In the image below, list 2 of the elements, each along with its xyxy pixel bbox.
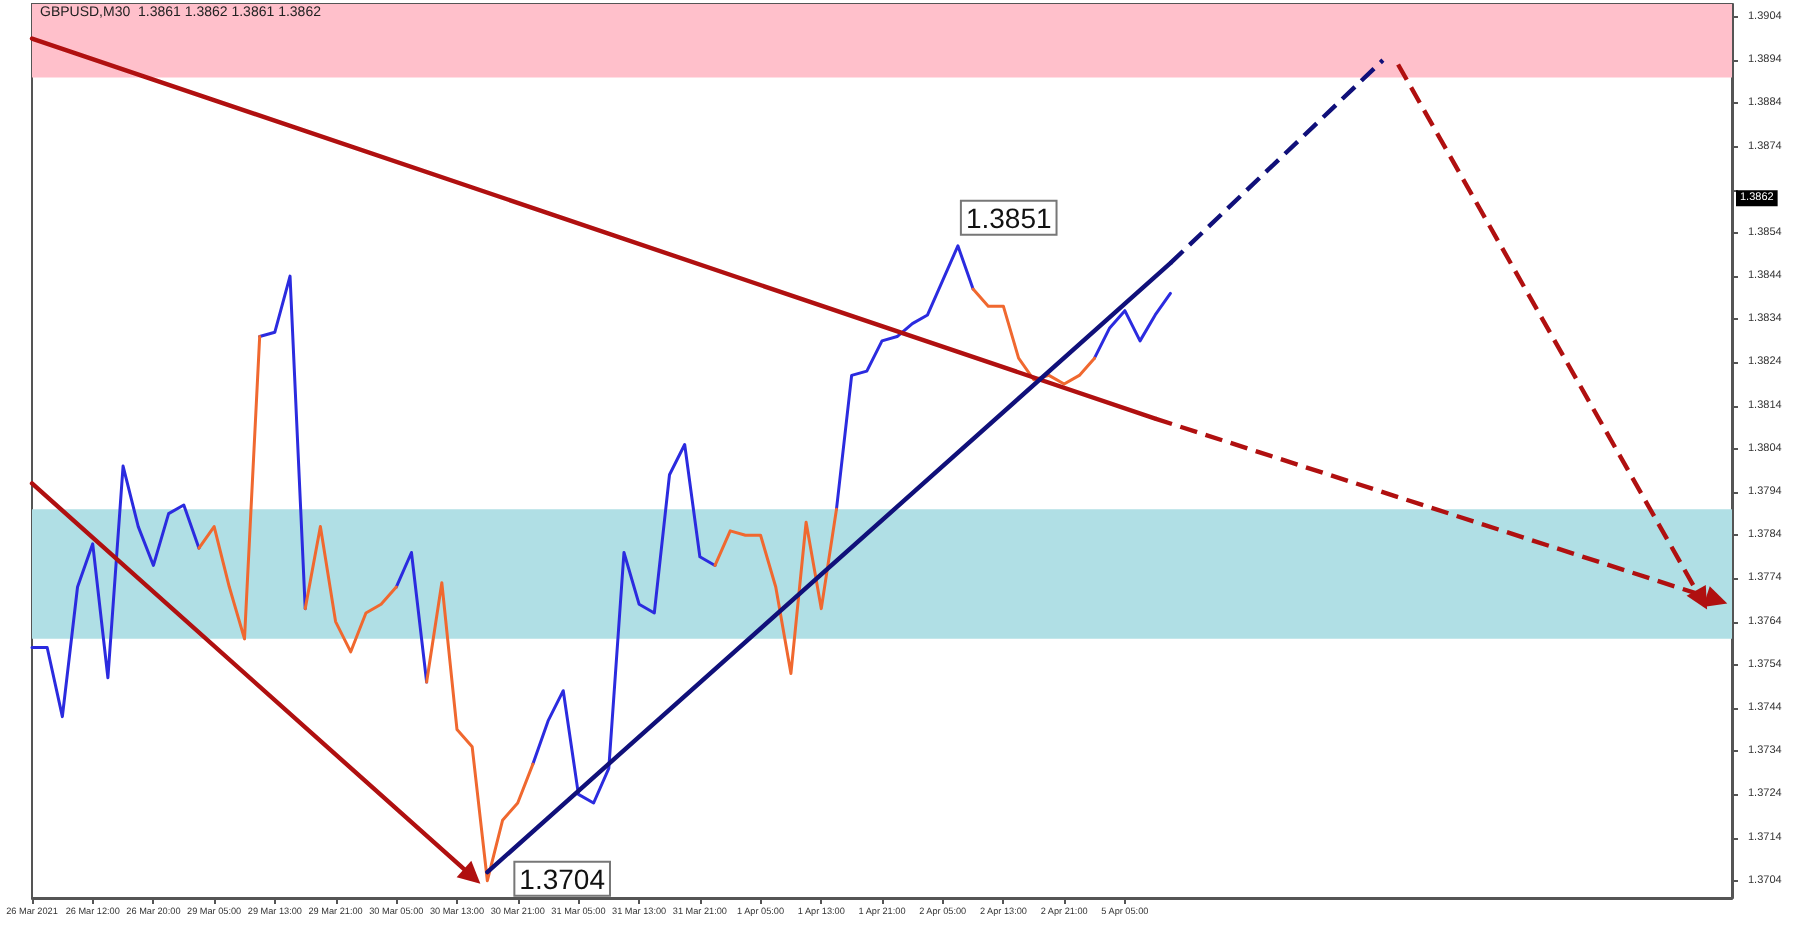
annotation: 1.3851: [965, 201, 1052, 234]
annotation: 1.3704: [519, 862, 606, 895]
